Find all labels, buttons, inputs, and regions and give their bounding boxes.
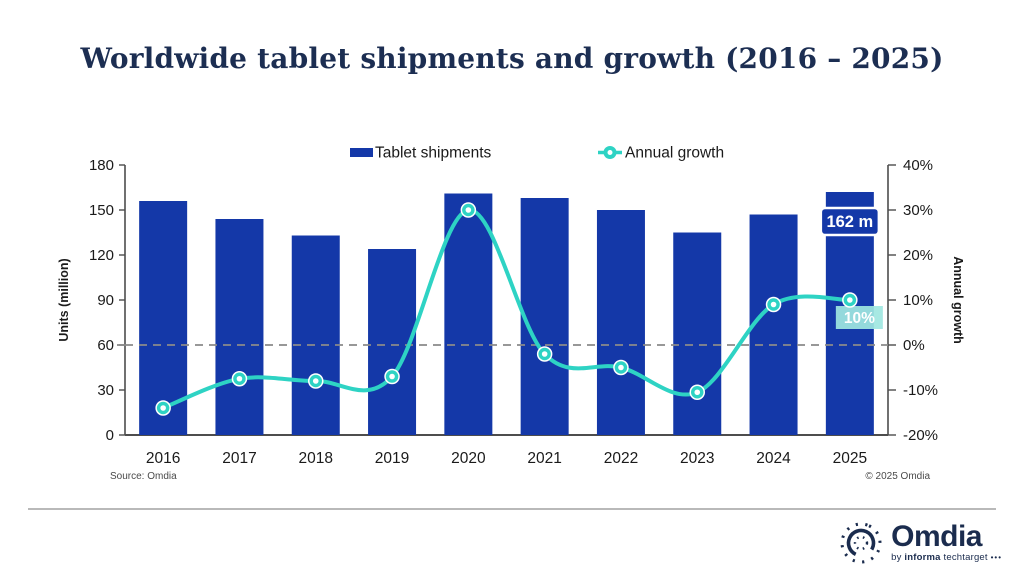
bar-2024 <box>749 214 798 435</box>
legend-label-tablet-shipments: Tablet shipments <box>375 145 492 162</box>
x-axis-label-2018: 2018 <box>299 450 333 467</box>
growth-marker-center <box>618 364 624 371</box>
shipments-growth-chart: Tablet shipments Annual growth 0 30 60 90 120 1… <box>57 145 965 468</box>
left-axis-tick-label: 60 <box>97 337 114 354</box>
legend-swatch-tablet-shipments <box>350 148 373 157</box>
growth-marker-center <box>160 405 166 411</box>
right-axis-tick-label: 10% <box>903 292 933 309</box>
logo-byline-informa: informa <box>904 552 941 563</box>
logo-byline-by: by <box>891 552 902 563</box>
point-value-callout-text: 10% <box>844 310 875 327</box>
bar-2022 <box>596 210 645 435</box>
logo-byline-dots: ••• <box>990 553 1002 562</box>
omdia-logo-icon <box>840 522 882 564</box>
right-axis-tick-label: 40% <box>903 157 933 174</box>
x-axis-label-2021: 2021 <box>527 450 561 467</box>
growth-marker-center <box>465 207 472 213</box>
logo-dotted-outer-ring <box>840 522 882 564</box>
x-axis-label-2024: 2024 <box>756 450 791 467</box>
growth-marker-center <box>770 301 777 308</box>
x-axis-label-2022: 2022 <box>604 450 638 467</box>
left-axis-tick-label: 120 <box>89 247 114 264</box>
point-value-callout <box>835 306 883 329</box>
right-axis-tick-label: 0% <box>903 337 925 354</box>
page-title: Worldwide tablet shipments and growth (2… <box>80 42 944 75</box>
growth-marker-center <box>389 373 395 380</box>
growth-marker-center <box>236 375 243 382</box>
growth-marker-center <box>694 389 701 396</box>
legend-label-annual-growth: Annual growth <box>625 145 724 162</box>
bar-value-callout <box>819 206 881 237</box>
right-axis-title: Annual growth <box>951 256 965 344</box>
x-axis-label-2019: 2019 <box>375 450 409 467</box>
bar-2023 <box>673 232 722 435</box>
left-axis-tick-label: 0 <box>106 427 114 444</box>
logo-name: Omdia <box>891 520 982 553</box>
bar-value-callout-text: 162 m <box>826 213 873 231</box>
bar-2017 <box>215 219 264 435</box>
right-axis-tick-label: -20% <box>903 427 938 444</box>
left-axis-tick-label: 90 <box>97 292 114 309</box>
right-axis-tick-label: -10% <box>903 382 938 399</box>
bar-2021 <box>520 198 569 435</box>
bar-2020 <box>444 193 493 435</box>
growth-marker-center <box>847 297 853 303</box>
growth-line <box>161 208 852 410</box>
omdia-logo: Omdia by informa techtarget ••• <box>837 516 1002 570</box>
logo-dotted-inner-ring <box>853 535 869 551</box>
logo-byline: by informa techtarget ••• <box>891 552 1002 563</box>
x-axis-label-2025: 2025 <box>833 450 867 467</box>
logo-arc <box>846 528 876 558</box>
right-axis-tick-label: 20% <box>903 247 933 264</box>
copyright-note: © 2025 Omdia <box>865 471 930 482</box>
right-axis-tick-label: 30% <box>903 202 933 219</box>
x-axis-label-2017: 2017 <box>222 450 256 467</box>
left-axis-tick-label: 180 <box>89 157 114 174</box>
left-axis-tick-label: 150 <box>89 202 114 219</box>
left-axis-title: Units (million) <box>57 258 71 341</box>
chart-container: Tablet shipments Annual growth 0 30 60 90 120 1… <box>55 140 990 485</box>
growth-marker-center <box>541 351 548 357</box>
logo-byline-rest: techtarget <box>943 552 988 563</box>
logo-text: Omdia by informa techtarget ••• <box>891 520 1002 564</box>
growth-marker-center <box>312 378 319 384</box>
x-axis-label-2023: 2023 <box>680 450 714 467</box>
footer-divider <box>28 508 996 510</box>
left-axis-tick-label: 30 <box>97 382 114 399</box>
source-note: Source: Omdia <box>110 471 177 482</box>
bar-2016 <box>139 201 188 435</box>
x-axis-label-2020: 2020 <box>451 450 486 467</box>
x-axis-label-2016: 2016 <box>146 450 180 467</box>
bar-2018 <box>291 235 340 435</box>
legend-marker-annual-growth-center <box>607 150 613 155</box>
